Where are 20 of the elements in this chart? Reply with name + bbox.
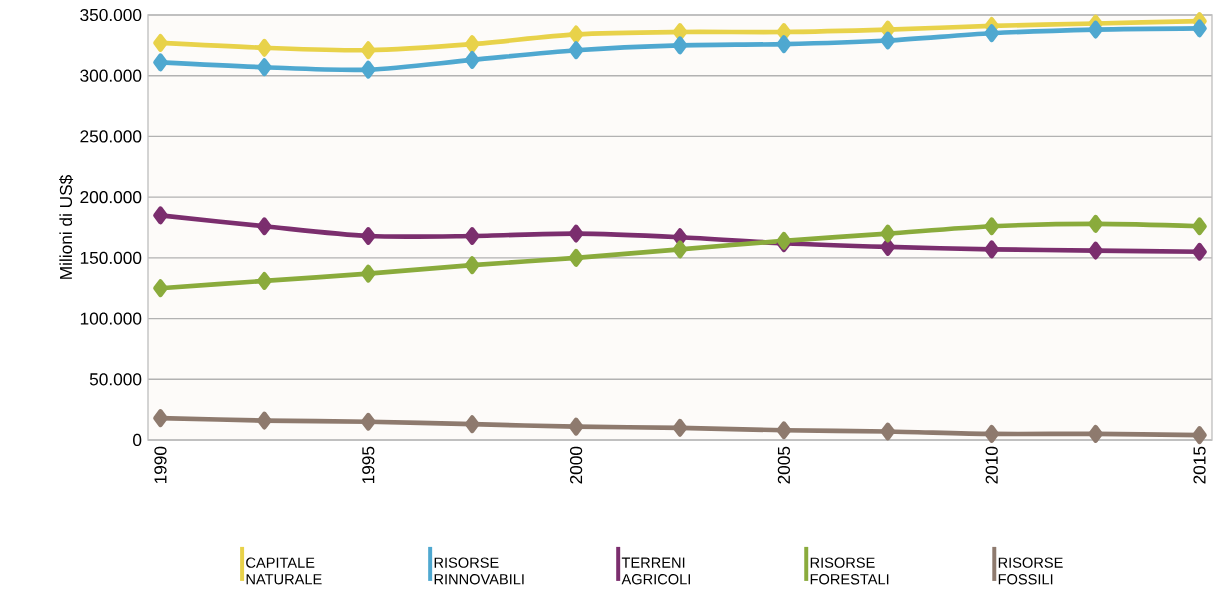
- legend-label: RISORSE RINNOVABILI: [434, 557, 524, 585]
- x-tick-label: 1995: [362, 446, 375, 484]
- legend-label: TERRENI AGRICOLI: [621, 557, 690, 585]
- x-tick-label: 2000: [569, 446, 583, 484]
- y-tick-label: 150.000: [80, 251, 142, 264]
- y-tick-label: 250.000: [80, 130, 142, 143]
- y-axis-title: Milioni di US$: [59, 175, 74, 279]
- x-tick-label: 2010: [985, 446, 998, 484]
- y-tick-label: 350.000: [80, 8, 142, 22]
- y-tick-label: 100.000: [80, 312, 142, 325]
- x-tick-label: 1990: [154, 446, 167, 484]
- y-tick-label: 50.000: [89, 373, 142, 386]
- y-tick-label: 200.000: [80, 191, 142, 204]
- legend-label: CAPITALE NATURALE: [246, 557, 322, 585]
- legend-label: RISORSE FOSSILI: [998, 557, 1063, 585]
- legend-label: RISORSE FORESTALI: [810, 557, 889, 585]
- x-tick-label: 2005: [777, 446, 791, 484]
- x-tick-label: 2015: [1193, 446, 1206, 484]
- y-tick-label: 0: [133, 433, 142, 447]
- y-tick-label: 300.000: [80, 69, 142, 82]
